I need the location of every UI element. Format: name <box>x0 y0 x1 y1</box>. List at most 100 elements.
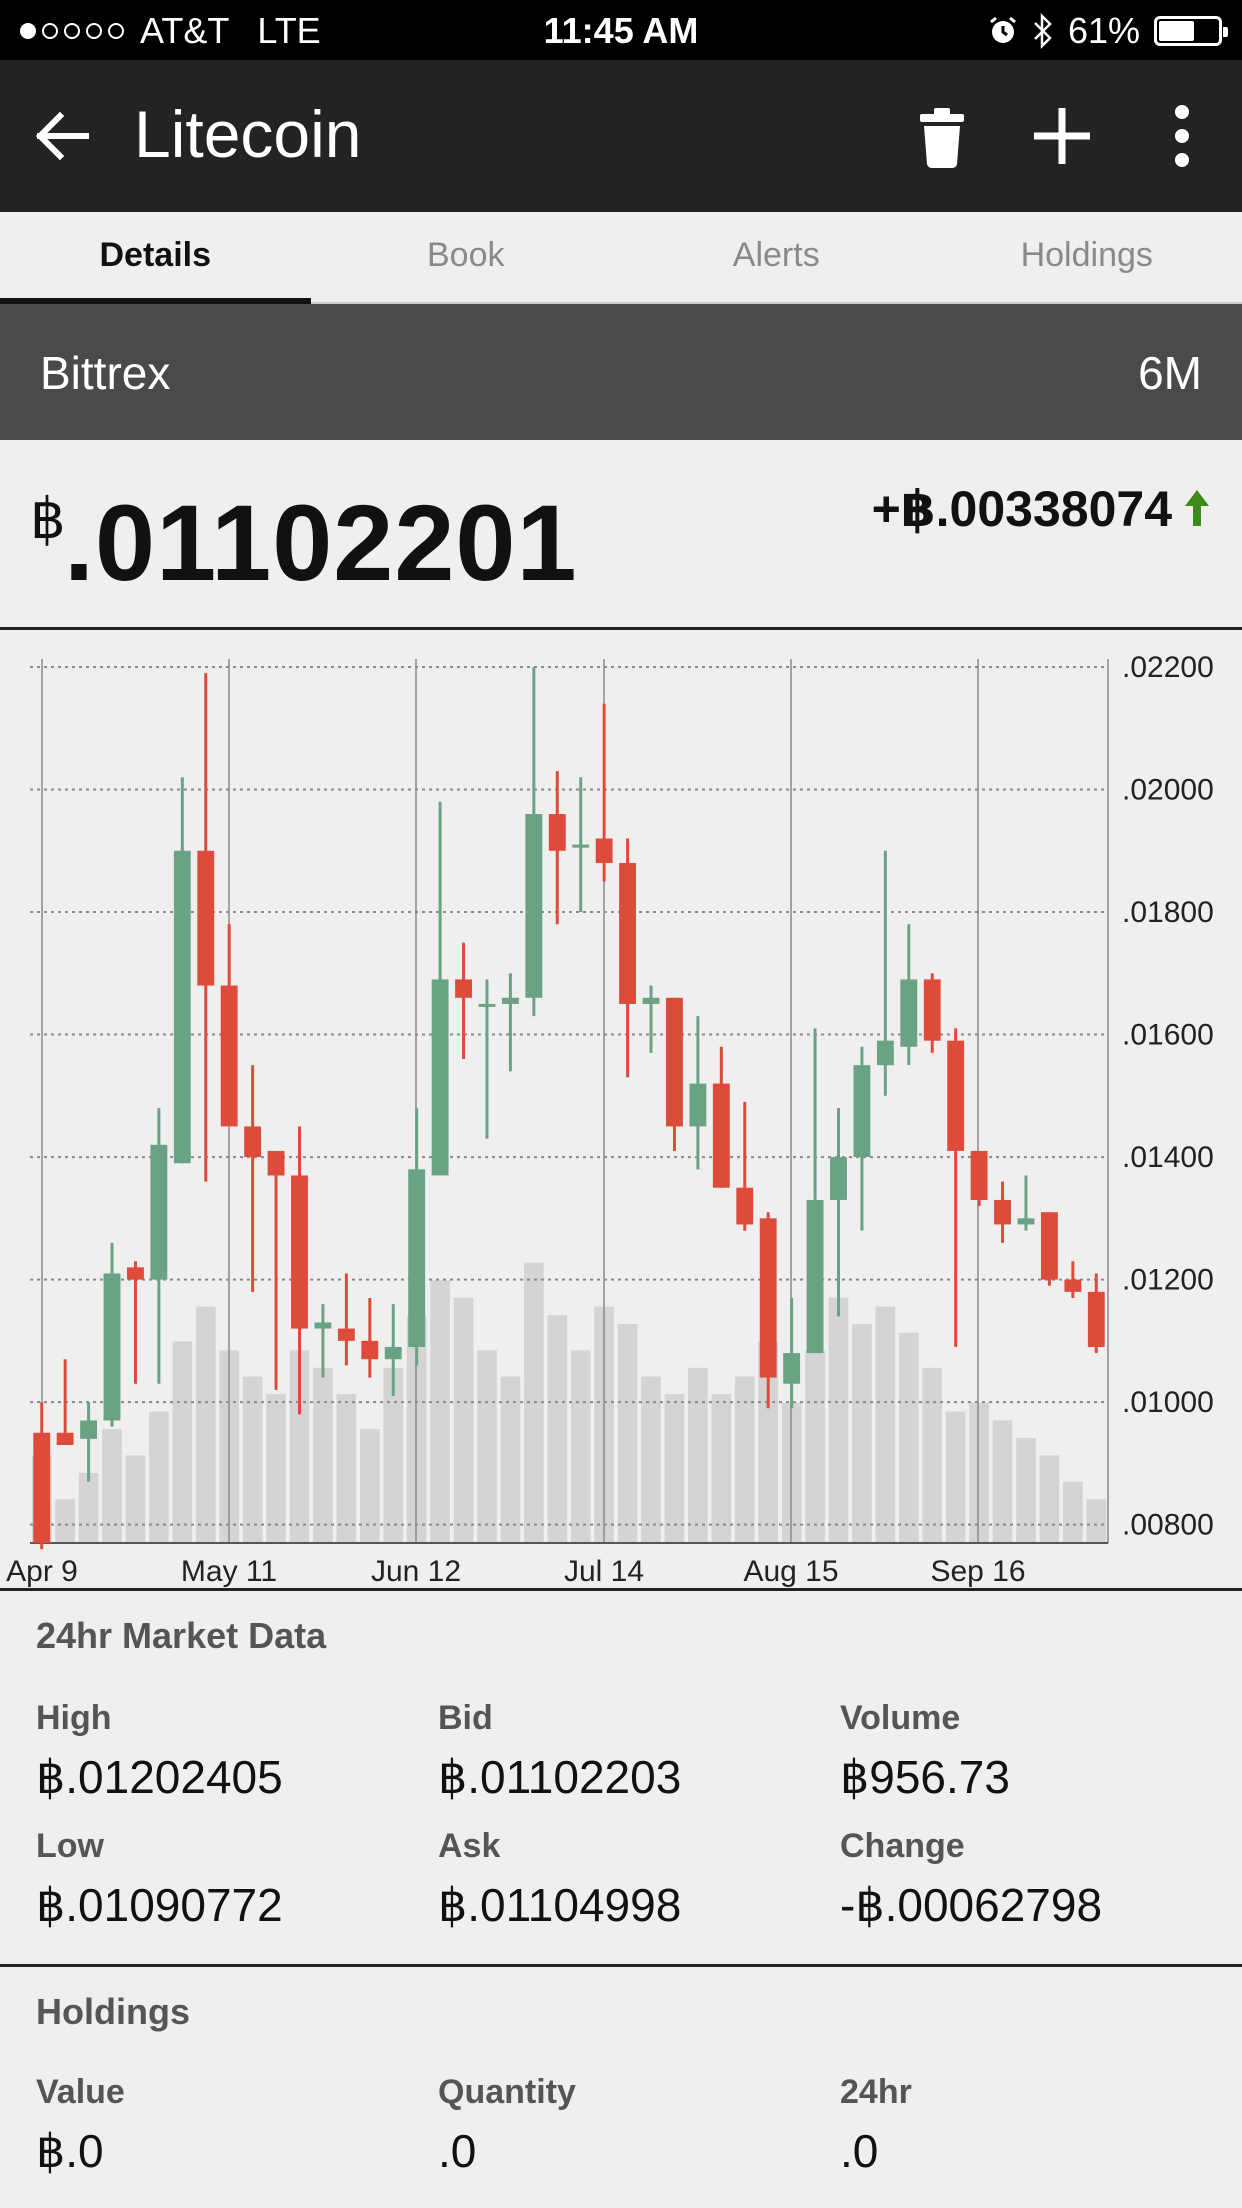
battery-fill <box>1159 21 1195 41</box>
volume-bar <box>125 1455 146 1543</box>
candle-body <box>337 1328 355 1341</box>
plus-icon[interactable] <box>1026 100 1098 172</box>
currency-symbol: ฿ <box>30 487 66 550</box>
candle-body <box>501 997 519 1004</box>
x-tick-label: Jul 14 <box>564 1555 644 1588</box>
holdings-section: Holdings Value ฿.0 Quantity .0 24hr .0 <box>0 1967 1242 2208</box>
volume-bar <box>641 1376 661 1543</box>
candle-body <box>595 838 613 864</box>
market-volume-label: Volume <box>840 1699 961 1737</box>
volume-bar <box>242 1376 263 1543</box>
volume-bar <box>969 1402 989 1543</box>
market-bid-value: ฿.01102203 <box>438 1751 682 1803</box>
candlestick-chart: .02200 .02000 .01800 .01600 .01400 .01200 .010… <box>6 651 1214 1588</box>
candle-body <box>220 985 238 1127</box>
carrier-name: AT&T <box>140 10 230 51</box>
volume-bar <box>453 1297 474 1543</box>
tab-alerts[interactable]: Alerts <box>732 236 820 274</box>
y-tick-label: .01000 <box>1122 1386 1214 1419</box>
volume-bar <box>524 1262 544 1543</box>
back-arrow-icon[interactable] <box>30 104 94 168</box>
range-selector[interactable]: 6M <box>1138 347 1202 399</box>
holdings-value-amount: ฿.0 <box>36 2125 104 2177</box>
volume-bar <box>664 1394 685 1543</box>
volume-bar <box>1016 1437 1036 1543</box>
volume-bar <box>711 1394 732 1543</box>
network-type: LTE <box>257 10 321 51</box>
x-tick-label: Sep 16 <box>930 1555 1025 1588</box>
candle-body <box>947 1040 965 1151</box>
candle-body <box>103 1273 121 1421</box>
volume-bar <box>734 1376 755 1543</box>
arrow-up-icon <box>1185 490 1209 526</box>
volume-bar <box>313 1367 333 1543</box>
exchange-bar: Bittrex 6M <box>0 304 1242 440</box>
volume-bar <box>1039 1455 1060 1543</box>
tab-details[interactable]: Details <box>0 212 311 304</box>
tab-bar: Details Book Alerts Holdings <box>0 212 1242 304</box>
market-bid: Bid ฿.01102203 <box>438 1699 681 1804</box>
volume-bar <box>758 1341 779 1543</box>
candle-body <box>994 1199 1011 1225</box>
price-chart[interactable]: .02200 .02000 .01800 .01600 .01400 .01200 .010… <box>0 633 1242 1591</box>
volume-bar <box>172 1341 193 1543</box>
candle-body <box>525 814 543 998</box>
candle-body <box>853 1065 871 1158</box>
volume-bar <box>195 1306 216 1543</box>
candle-body <box>80 1420 98 1439</box>
y-tick-label: .01800 <box>1122 896 1214 929</box>
candle-body <box>314 1322 332 1329</box>
volume-bar <box>570 1350 591 1543</box>
app-bar: Litecoin <box>0 60 1242 212</box>
candle-body <box>33 1432 51 1543</box>
volume-bar <box>359 1429 380 1543</box>
candle-body <box>384 1346 402 1360</box>
more-vert-icon[interactable] <box>1146 100 1218 172</box>
holdings-value-label: Value <box>36 2073 125 2111</box>
candle-body <box>1040 1212 1058 1280</box>
candle-body <box>876 1040 894 1066</box>
market-change-label: Change <box>840 1827 965 1865</box>
candle-body <box>759 1218 777 1378</box>
market-high: High ฿.01202405 <box>36 1699 283 1804</box>
trash-icon[interactable] <box>906 100 978 172</box>
candle-body <box>900 979 918 1047</box>
volume-bar <box>477 1350 497 1543</box>
candle-body <box>712 1083 730 1188</box>
candle-body <box>736 1187 754 1225</box>
volume-bar <box>852 1324 872 1543</box>
candle-body <box>806 1199 824 1354</box>
y-tick-label: .02200 <box>1122 651 1214 684</box>
holdings-24hr-label: 24hr <box>840 2073 912 2111</box>
volume-bar <box>1063 1481 1083 1543</box>
candle-body <box>197 850 215 986</box>
volume-bar <box>149 1411 169 1543</box>
candle-body <box>127 1267 144 1280</box>
candle-body <box>150 1144 168 1280</box>
candle-body <box>361 1340 379 1360</box>
volume-bar <box>78 1472 99 1543</box>
status-left: AT&T LTE <box>20 10 321 52</box>
candle-body <box>642 997 660 1004</box>
candle-body <box>783 1353 801 1384</box>
volume-bar <box>688 1367 708 1543</box>
volume-bar <box>55 1499 75 1543</box>
holdings-quantity: Quantity .0 <box>438 2073 576 2178</box>
x-tick-label: May 11 <box>181 1555 277 1588</box>
y-tick-label: .00800 <box>1122 1509 1214 1542</box>
signal-dot <box>20 23 36 39</box>
candle-body <box>408 1169 426 1347</box>
volume-bar <box>1086 1499 1107 1543</box>
tab-book[interactable]: Book <box>427 236 505 274</box>
volume-bar <box>898 1332 919 1543</box>
y-tick-label: .01200 <box>1122 1264 1214 1297</box>
y-tick-label: .02000 <box>1122 774 1214 807</box>
tab-holdings[interactable]: Holdings <box>1020 236 1153 274</box>
x-tick-label: Aug 15 <box>743 1555 838 1588</box>
signal-dot <box>42 23 58 39</box>
holdings-value: Value ฿.0 <box>36 2073 125 2178</box>
candle-body <box>689 1083 707 1127</box>
exchange-selector[interactable]: Bittrex <box>40 347 171 399</box>
volume-bar <box>500 1376 521 1543</box>
candle-body <box>923 979 941 1041</box>
